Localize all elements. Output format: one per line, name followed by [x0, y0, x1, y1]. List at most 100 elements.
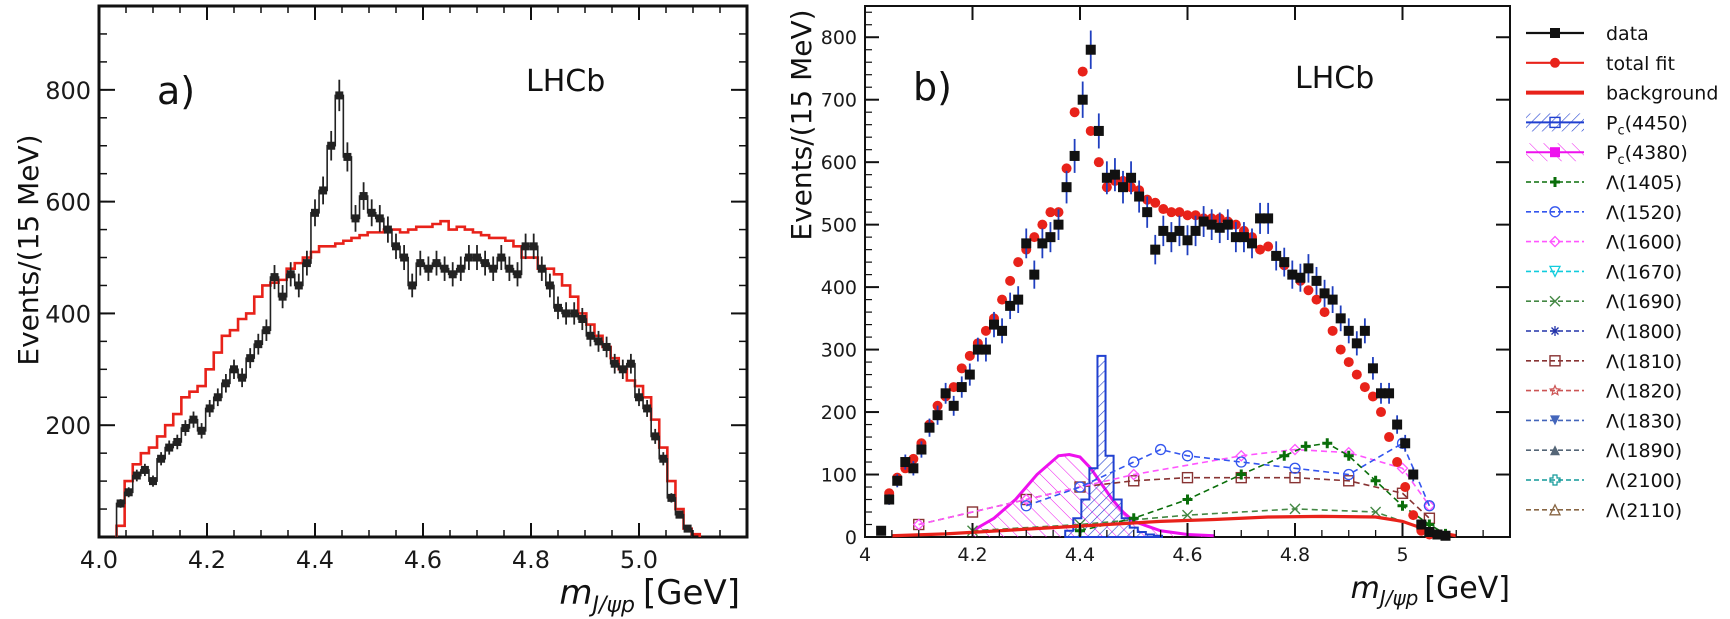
- data-point: [1416, 519, 1427, 530]
- panel-a-frame: [97, 4, 749, 539]
- legend-marker: [1550, 326, 1560, 336]
- data-point: [989, 319, 999, 330]
- data-point: [1150, 244, 1161, 255]
- data-point: [586, 331, 595, 340]
- lambda-marker: [1343, 468, 1355, 481]
- lambda-marker: [1020, 500, 1032, 512]
- data-point: [964, 369, 975, 380]
- panel-a-experiment-label: LHCb: [526, 64, 605, 99]
- fit-point: [1158, 204, 1169, 215]
- lambda-marker: [1128, 456, 1140, 468]
- lambda-marker: [1279, 450, 1290, 461]
- data-point: [594, 337, 603, 346]
- legend-marker: [1549, 206, 1561, 218]
- data-point: [1263, 213, 1274, 224]
- panel-b-frame: [864, 5, 1511, 538]
- legend-marker: [1548, 384, 1562, 396]
- data-point: [1085, 44, 1096, 55]
- fit-point: [1263, 241, 1274, 252]
- data-point: [1109, 169, 1120, 180]
- fit-point: [1335, 344, 1346, 355]
- legend-label-main: P: [1606, 112, 1617, 134]
- data-point: [246, 354, 255, 363]
- data-point: [1432, 529, 1443, 540]
- data-point: [1408, 469, 1419, 480]
- legend-label-main: Λ(1670): [1606, 261, 1682, 283]
- data-point: [1440, 530, 1451, 541]
- data-point: [537, 264, 546, 273]
- data-point: [1327, 294, 1338, 305]
- data-point: [197, 426, 206, 435]
- data-point: [1206, 219, 1217, 230]
- x-tick-label: 4.6: [404, 546, 442, 574]
- data-point: [1126, 172, 1137, 183]
- data-point: [173, 437, 182, 446]
- fit-point: [1174, 207, 1185, 218]
- data-point: [464, 253, 473, 262]
- legend-entry: Λ(1890): [1526, 440, 1682, 462]
- y-tick-label: 400: [45, 300, 91, 328]
- data-point: [481, 259, 490, 268]
- pc4450-histogram: [1064, 354, 1163, 538]
- data-point: [1061, 182, 1072, 193]
- legend-label-main: Λ(1830): [1606, 410, 1682, 432]
- data-point: [1222, 219, 1233, 230]
- data-point: [602, 342, 611, 351]
- data-point: [1077, 94, 1088, 105]
- data-point: [302, 259, 311, 268]
- data-point: [554, 303, 562, 312]
- data-point: [157, 454, 166, 463]
- data-point: [456, 264, 465, 273]
- legend-marker: [1549, 355, 1561, 367]
- data-point: [643, 404, 652, 413]
- legend-marker: [1550, 147, 1560, 158]
- data-point: [1359, 325, 1370, 336]
- data-point: [432, 259, 441, 268]
- legend-entry: Λ(1810): [1526, 351, 1682, 373]
- data-point: [359, 192, 368, 201]
- data-point: [473, 253, 481, 262]
- legend-entry: Λ(2110): [1526, 500, 1682, 522]
- fit-point: [997, 294, 1008, 305]
- x-tick-label: 4.2: [957, 544, 987, 566]
- legend-label-main: total fit: [1606, 53, 1675, 75]
- legend-marker: [1549, 116, 1561, 129]
- data-point: [635, 393, 643, 402]
- data-point: [667, 493, 676, 502]
- panel-b-x-axis-label: mJ/ψp [GeV]: [1351, 571, 1510, 610]
- lambda-marker: [1235, 456, 1247, 468]
- data-point: [262, 326, 271, 335]
- lambda-marker: [1370, 506, 1382, 518]
- data-point: [1343, 325, 1354, 336]
- data-point: [343, 152, 352, 161]
- data-point: [1005, 300, 1016, 311]
- fit-point: [908, 453, 919, 464]
- lambda-marker: [1154, 443, 1167, 456]
- lambda-marker: [1181, 450, 1194, 462]
- data-point: [165, 443, 174, 452]
- x-tick-label: 5.0: [620, 546, 658, 574]
- panel-b-experiment-label: LHCb: [1295, 61, 1374, 96]
- data-point: [286, 270, 295, 279]
- legend-label-main: background: [1606, 83, 1718, 105]
- legend-label-main: Λ(1820): [1606, 381, 1682, 403]
- data-point: [1335, 313, 1346, 324]
- legend-entry: total fit: [1526, 53, 1675, 75]
- legend-label: Λ(1600): [1606, 232, 1682, 254]
- fit-point: [1029, 232, 1040, 243]
- lambda-marker: [1289, 443, 1301, 456]
- lambda-marker: [1074, 481, 1086, 493]
- fit-point: [1392, 457, 1403, 468]
- legend-entry: Λ(1690): [1526, 291, 1682, 313]
- lambda-marker: [1289, 503, 1301, 515]
- data-point: [254, 340, 263, 349]
- x-tick-label: 4.4: [1065, 544, 1095, 566]
- data-point: [1037, 238, 1048, 249]
- data-point: [570, 309, 579, 318]
- x-tick-label: 4: [859, 544, 871, 566]
- legend-label: Pc(4450): [1606, 112, 1688, 138]
- data-point: [367, 208, 376, 217]
- data-point: [375, 214, 384, 223]
- panel-a: 4.0 4.2 4.4 4.6 4.8 5.0 200 400 600 800 a) LHCb E…: [12, 4, 749, 618]
- legend-label: Λ(1830): [1606, 410, 1682, 432]
